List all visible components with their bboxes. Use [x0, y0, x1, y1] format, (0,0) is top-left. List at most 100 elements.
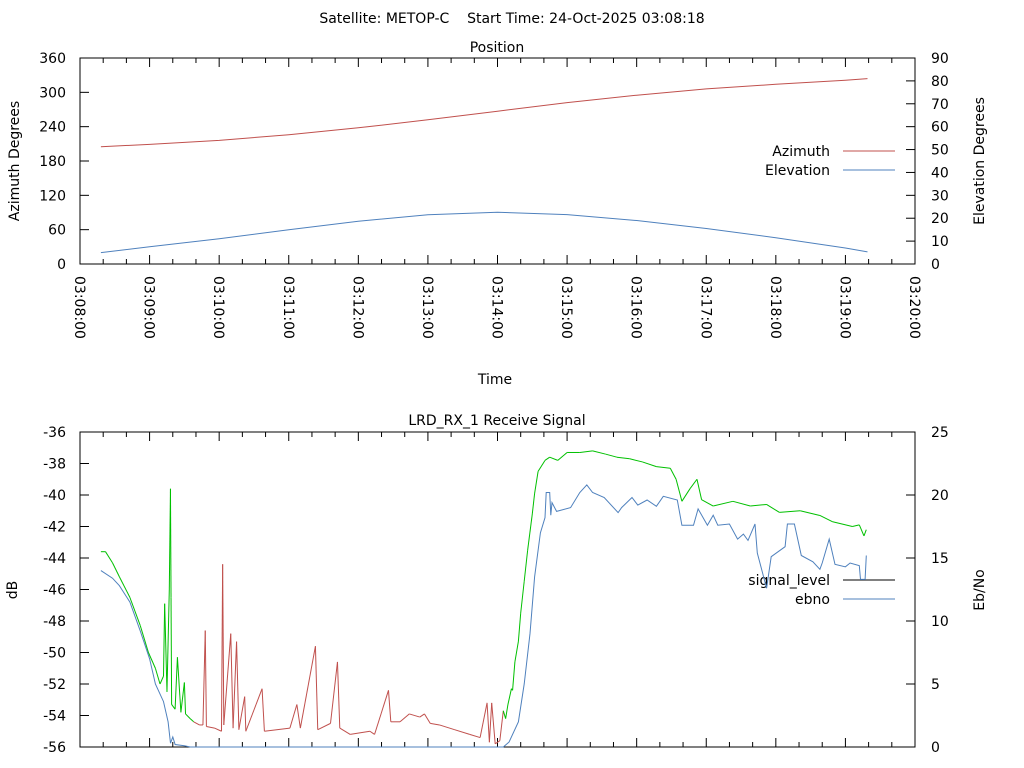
series-line-signal-level-segment	[642, 461, 657, 468]
series-line-signal-level-segment	[592, 450, 606, 455]
y2-tick-label: 10	[931, 614, 949, 630]
series-line-signal-level-segment	[202, 630, 206, 725]
ebno-axis-label: Eb/No	[972, 569, 988, 611]
series-line-signal-level-segment	[129, 597, 141, 626]
y2-tick-label: 25	[931, 425, 949, 441]
series-line-signal-level-segment	[261, 688, 265, 732]
series-line-signal-level-segment	[154, 668, 161, 685]
series-line-signal-level-segment	[507, 688, 512, 705]
y-tick-label: 120	[39, 188, 66, 204]
x-tick-label: 03:18:00	[767, 276, 783, 339]
legend-label-ebno: ebno	[795, 592, 830, 608]
series-line-signal-level-segment	[299, 646, 316, 729]
receive-signal-chart: LRD_RX_1 Receive Signal dB Eb/No signal_…	[5, 413, 988, 756]
series-line-signal-level-segment	[214, 727, 222, 732]
series-line-signal-level-segment	[238, 696, 246, 730]
series-line-signal-level-segment	[832, 521, 853, 527]
legend-label-signal-level: signal_level	[748, 573, 830, 589]
series-line-signal-level-segment	[486, 702, 490, 743]
plot-frame	[79, 431, 916, 748]
series-line-signal-level-segment	[858, 524, 865, 537]
x-tick-label: 03:08:00	[71, 276, 87, 339]
y-tick-label: -48	[43, 614, 66, 630]
x-tick-label: 03:20:00	[906, 276, 922, 339]
series-line-signal-level-segment	[605, 453, 618, 458]
series-line-signal-level-segment	[164, 603, 168, 692]
series-line-signal-level-segment	[174, 657, 178, 710]
azimuth-axis-label: Azimuth Degrees	[7, 101, 23, 221]
series-line-signal-level-segment	[713, 500, 734, 507]
series-line-signal-level-segment	[185, 713, 191, 720]
series-line-signal-level-segment	[689, 478, 698, 489]
y-tick-label: -46	[43, 583, 66, 599]
y-tick-label: -52	[43, 677, 66, 693]
y2-tick-label: 10	[931, 234, 949, 250]
series-line-signal-level-segment	[517, 613, 522, 642]
series-line-signal-level-segment	[424, 713, 431, 724]
position-chart: Position Azimuth Degrees Elevation Degre…	[7, 40, 988, 388]
elevation-axis-label: Elevation Degrees	[972, 97, 988, 225]
series-line-signal-level-segment	[505, 704, 509, 719]
series-line-signal-level-segment	[696, 479, 703, 500]
series-line-Elevation	[100, 211, 868, 254]
series-line-signal-level-segment	[479, 702, 488, 738]
series-line-ebno	[100, 484, 867, 748]
series-line-signal-level-segment	[236, 641, 240, 730]
series-line-signal-level-segment	[494, 740, 501, 745]
y-tick-label: -50	[43, 646, 66, 662]
series-line-signal-level-segment	[336, 661, 341, 729]
series-line-signal-level-segment	[369, 730, 375, 735]
y-tick-label: 0	[57, 257, 66, 273]
y2-tick-label: 40	[931, 165, 949, 181]
series-line-signal-level-segment	[512, 661, 516, 691]
series-line-signal-level-segment	[387, 690, 392, 722]
series-line-signal-level-segment	[169, 488, 172, 598]
series-line-signal-level-segment	[222, 564, 225, 725]
series-line-signal-level-segment	[193, 721, 200, 726]
series-line-signal-level-segment	[339, 727, 351, 735]
series-line-signal-level-segment	[520, 581, 525, 614]
y-tick-label: 60	[48, 223, 66, 239]
y-tick-label: 180	[39, 154, 66, 170]
series-line-Azimuth	[100, 78, 868, 148]
series-line-signal-level-segment	[232, 641, 238, 729]
series-line-signal-level-segment	[245, 688, 263, 732]
series-line-signal-level-segment	[514, 641, 519, 663]
series-line-signal-level-segment	[223, 633, 232, 725]
series-line-signal-level-segment	[701, 499, 714, 507]
series-line-signal-level-segment	[537, 460, 546, 472]
series-line-signal-level-segment	[112, 562, 120, 578]
series-line-signal-level-segment	[147, 652, 156, 669]
series-line-signal-level-segment	[374, 690, 389, 735]
y2-tick-label: 0	[931, 257, 940, 273]
series-line-signal-level-segment	[579, 450, 593, 453]
x-tick-label: 03:13:00	[419, 276, 435, 339]
series-line-signal-level-segment	[230, 633, 234, 729]
series-line-signal-level-segment	[183, 682, 187, 714]
y-tick-label: -40	[43, 488, 66, 504]
series-line-signal-level-segment	[176, 657, 182, 713]
series-line-signal-level-segment	[264, 727, 290, 732]
series-line-signal-level-segment	[681, 488, 691, 502]
y2-tick-label: 15	[931, 551, 949, 567]
y-tick-label: -54	[43, 709, 66, 725]
series-line-signal-level-segment	[863, 529, 867, 537]
series-line-signal-level-segment	[171, 704, 176, 710]
y-tick-label: -36	[43, 425, 66, 441]
x-tick-label: 03:11:00	[280, 276, 296, 339]
series-line-signal-level-segment	[469, 733, 481, 739]
series-line-signal-level-segment	[350, 730, 371, 735]
x-tick-label: 03:09:00	[141, 276, 157, 339]
series-line-signal-level-segment	[296, 704, 301, 729]
legend-label-azimuth: Azimuth	[772, 144, 830, 160]
y2-tick-label: 70	[931, 97, 949, 113]
y2-tick-label: 80	[931, 74, 949, 90]
legend-label-elevation: Elevation	[765, 163, 830, 179]
y2-tick-label: 5	[931, 677, 940, 693]
series-line-signal-level-segment	[629, 458, 643, 463]
y2-tick-label: 90	[931, 51, 949, 67]
series-line-signal-level-segment	[163, 603, 166, 677]
y2-tick-label: 60	[931, 120, 949, 136]
series-line-signal-level-segment	[430, 722, 440, 726]
series-line-signal-level-segment	[105, 551, 113, 563]
